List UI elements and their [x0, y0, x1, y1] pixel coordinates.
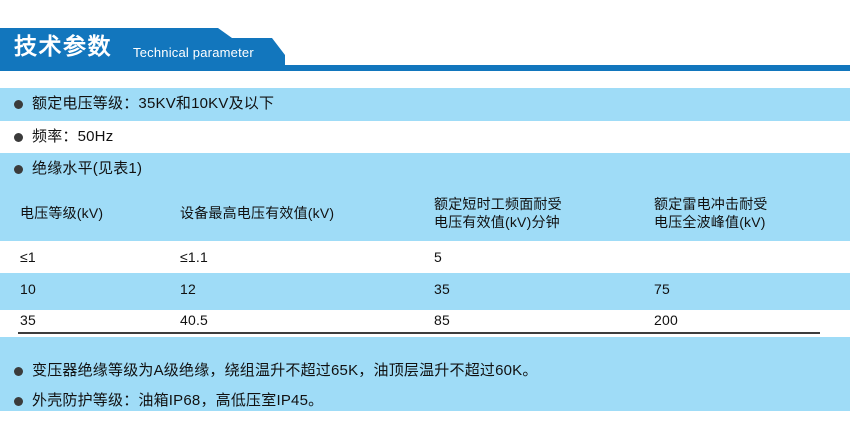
spec-item-insulation-level: 绝缘水平(见表1): [14, 159, 142, 179]
spec-item-rated-voltage: 额定电压等级：35KV和10KV及以下: [14, 94, 274, 114]
bullet-icon: [14, 366, 23, 376]
bullet-icon: [14, 396, 23, 406]
table-cell: ≤1: [20, 249, 36, 265]
table-cell: 85: [434, 312, 450, 328]
spec-item-label: 绝缘水平(见表1): [32, 160, 143, 177]
spec-item-label: 变压器绝缘等级为A级绝缘，绕组温升不超过65K，油顶层温升不超过60K。: [32, 362, 538, 379]
band-3: [0, 273, 850, 310]
table-cell: ≤1.1: [180, 249, 208, 265]
bullet-icon: [14, 99, 23, 109]
spec-item-label: 频率：50Hz: [32, 128, 114, 145]
table-cell: 35: [20, 312, 36, 328]
header-accent-rule: [272, 65, 850, 71]
bullet-icon: [14, 132, 23, 142]
table-cell: 12: [180, 281, 196, 297]
table-bottom-rule: [18, 332, 820, 334]
table-cell: 35: [434, 281, 450, 297]
page-title: 技术参数: [14, 33, 112, 59]
bullet-icon: [14, 164, 23, 174]
band-4: [0, 337, 850, 411]
table-cell: 5: [434, 249, 442, 265]
band-1: [0, 88, 850, 121]
table-header-cell-power-frequency-withstand: 额定短时工频面耐受 电压有效值(kV)分钟: [434, 196, 562, 230]
spec-item-enclosure-protection: 外壳防护等级：油箱IP68，高低压室IP45。: [14, 391, 323, 411]
spec-item-label: 外壳防护等级：油箱IP68，高低压室IP45。: [32, 392, 324, 409]
page-header: 技术参数 Technical parameter: [0, 0, 850, 88]
band-2: [0, 153, 850, 241]
table-cell: 200: [654, 312, 678, 328]
table-header-cell-lightning-impulse-withstand: 额定雷电冲击耐受 电压全波峰值(kV): [654, 196, 768, 230]
spec-item-insulation-class: 变压器绝缘等级为A级绝缘，绕组温升不超过65K，油顶层温升不超过60K。: [14, 361, 538, 381]
table-cell: 10: [20, 281, 36, 297]
table-header-cell-voltage-class: 电压等级(kV): [20, 205, 104, 221]
spec-item-label: 额定电压等级：35KV和10KV及以下: [32, 95, 275, 112]
table-cell: 40.5: [180, 312, 209, 328]
table-cell: 75: [654, 281, 670, 297]
table-header-cell-max-equipment-voltage: 设备最高电压有效值(kV): [180, 205, 335, 221]
spec-item-frequency: 频率：50Hz: [14, 127, 113, 147]
page-subtitle: Technical parameter: [133, 45, 254, 60]
